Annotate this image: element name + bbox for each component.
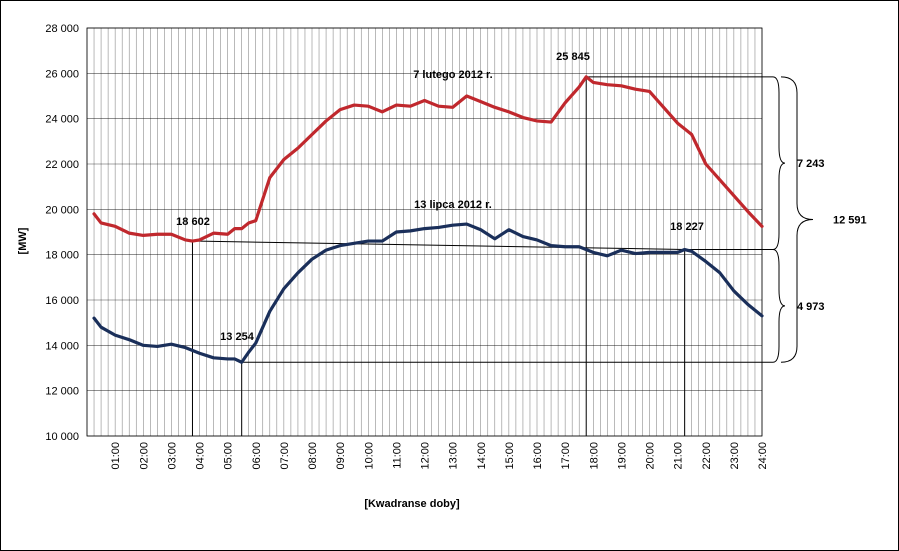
series-label-winter: 7 lutego 2012 r. [413,69,492,81]
x-tick-label: 17:00 [560,442,572,470]
x-tick-label: 03:00 [166,442,178,470]
series-line-winter [92,75,764,243]
plot-border [86,27,763,437]
label-summer-min: 13 254 [220,331,255,343]
x-tick-label: 10:00 [363,442,375,470]
y-tick-label: 16 000 [45,295,79,307]
series-label-summer: 13 lipca 2012 r. [414,199,492,211]
x-tick-label: 08:00 [307,442,319,470]
y-tick-label: 22 000 [45,159,79,171]
x-tick-label: 15:00 [504,442,516,470]
grid [86,27,763,437]
x-tick-label: 12:00 [420,442,432,470]
label-winter-min: 18 602 [176,216,210,228]
x-tick-label: 01:00 [110,442,122,470]
label-diff-winter: 7 243 [797,158,825,170]
x-tick-label: 24:00 [757,442,769,470]
y-tick-label: 14 000 [45,340,79,352]
brace-winter-diff [772,76,786,251]
x-tick-label: 06:00 [251,442,263,470]
x-axis-label: [Kwadranse doby] [364,498,460,510]
x-tick-label: 18:00 [588,442,600,470]
y-tick-label: 28 000 [45,23,79,35]
difference-braces [772,76,814,363]
y-tick-label: 18 000 [45,250,79,262]
x-tick-label: 20:00 [645,442,657,470]
min-winter-guide [192,240,685,251]
x-axis-ticks: 01:00 02:00 03:00 04:00 05:00 06:00 07:00 08:00… [110,442,769,470]
y-tick-label: 10 000 [45,431,79,443]
annotation-labels: 25 845 18 602 13 254 18 227 7 243 4 973 12 591 [176,51,866,343]
brace-total-diff [780,76,814,363]
series-line-summer [92,222,764,364]
x-tick-label: 04:00 [195,442,207,470]
label-summer-max: 18 227 [670,221,704,233]
guide-lines [191,76,773,436]
y-axis-label: [MW] [17,227,29,254]
x-tick-label: 16:00 [532,442,544,470]
x-tick-label: 02:00 [138,442,150,470]
x-tick-label: 22:00 [701,442,713,470]
x-tick-label: 21:00 [673,442,685,470]
x-tick-label: 05:00 [223,442,235,470]
x-tick-label: 23:00 [729,442,741,470]
label-diff-summer: 4 973 [797,301,825,313]
label-winter-max: 25 845 [556,51,590,63]
y-tick-label: 26 000 [45,68,79,80]
x-tick-label: 11:00 [391,442,403,469]
x-tick-label: 07:00 [279,442,291,470]
y-tick-label: 24 000 [45,114,79,126]
x-tick-label: 19:00 [616,442,628,470]
series-lines [92,75,764,364]
x-tick-label: 14:00 [476,442,488,470]
brace-summer-diff [772,249,786,363]
x-tick-label: 09:00 [335,442,347,470]
y-tick-label: 12 000 [45,386,79,398]
y-tick-label: 20 000 [45,204,79,216]
label-diff-total: 12 591 [833,215,867,227]
y-axis-ticks: 10 000 12 000 14 000 16 000 18 000 20 000 22 0… [45,23,79,443]
x-tick-label: 13:00 [448,442,460,470]
